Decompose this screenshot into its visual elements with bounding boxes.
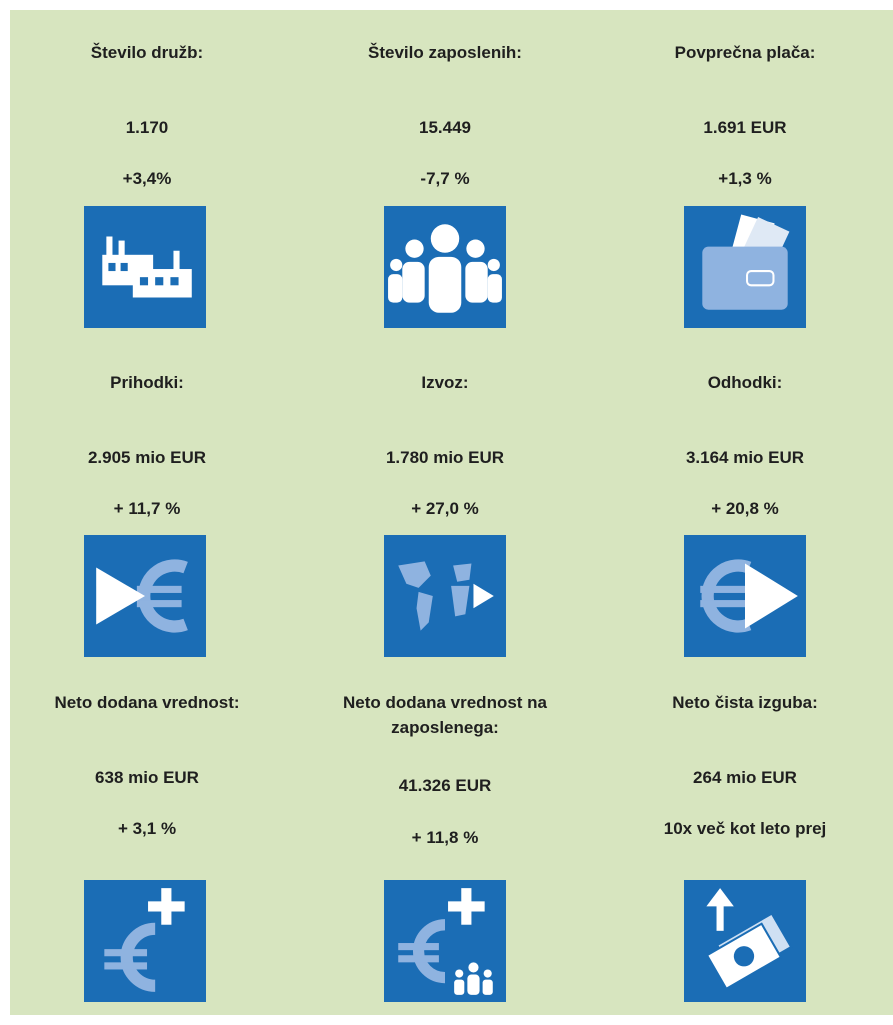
stat-change: -7,7 % <box>420 169 470 188</box>
stat-value: 41.326 EUR <box>398 776 492 795</box>
stat-value: 1.691 EUR <box>703 118 787 137</box>
expenses-icon <box>684 535 806 657</box>
people-icon <box>384 206 506 328</box>
loss-icon <box>684 880 806 1002</box>
stat-change: +3,4% <box>122 169 172 188</box>
income-icon <box>84 535 206 657</box>
stat-change: + 11,7 % <box>113 499 181 518</box>
stat-title: Odhodki: <box>707 373 783 392</box>
wallet-icon <box>684 206 806 328</box>
stat-title: Neto čista izguba: <box>672 693 818 712</box>
stat-change: 10x več kot leto prej <box>663 819 827 838</box>
stat-value: 2.905 mio EUR <box>87 448 207 467</box>
stat-value: 1.170 <box>125 118 169 137</box>
stat-value: 3.164 mio EUR <box>685 448 805 467</box>
stat-title: Povprečna plača: <box>674 43 816 62</box>
stat-title: Število zaposlenih: <box>368 43 522 62</box>
stat-value: 264 mio EUR <box>693 768 797 787</box>
value-added-icon <box>84 880 206 1002</box>
stat-value: 15.449 <box>419 118 471 137</box>
stat-value: 638 mio EUR <box>95 768 199 787</box>
stat-change: +1,3 % <box>718 169 772 188</box>
export-icon <box>384 535 506 657</box>
stat-title: Število družb: <box>90 43 204 62</box>
stat-change: + 11,8 % <box>411 828 479 847</box>
factory-icon <box>84 206 206 328</box>
stat-title: Neto dodana vrednost na zaposlenega: <box>342 693 548 737</box>
value-added-per-employee-icon <box>384 880 506 1002</box>
stat-change: + 27,0 % <box>411 499 479 518</box>
stat-title: Izvoz: <box>421 373 469 392</box>
panel <box>10 10 893 1015</box>
stat-change: + 3,1 % <box>117 819 177 838</box>
stat-value: 1.780 mio EUR <box>385 448 505 467</box>
stat-change: + 20,8 % <box>711 499 779 518</box>
stat-title: Prihodki: <box>110 373 184 392</box>
stat-title: Neto dodana vrednost: <box>54 693 240 712</box>
